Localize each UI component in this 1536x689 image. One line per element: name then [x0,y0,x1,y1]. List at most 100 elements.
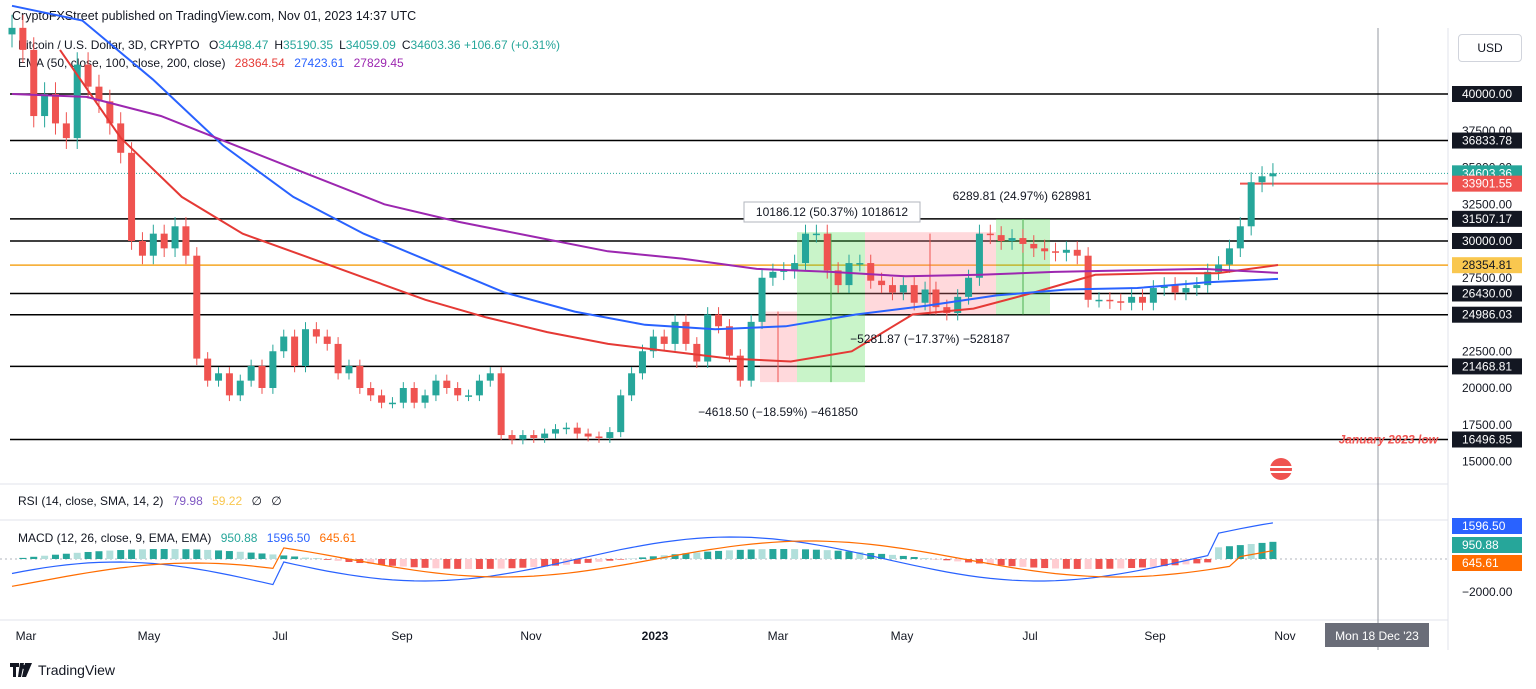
candle-body [84,64,92,87]
macd-hist-value: 950.88 [220,531,258,545]
macd-histogram-bar [160,549,168,559]
level-price-label: 16496.85 [1462,432,1512,446]
ohlc-values: O34498.47 H35190.35 L34059.09 C34603.36 [203,38,461,52]
macd-histogram-bar [247,552,255,559]
macd-histogram-bar [780,549,788,559]
macd-histogram-bar [530,559,538,568]
macd-histogram-bar [638,557,646,559]
candle-body [1128,296,1136,303]
tradingview-brand: TradingView [38,662,116,678]
y-axis-tick: 17500.00 [1462,418,1512,432]
candle-body [1193,285,1201,289]
macd-histogram-bar [725,550,733,559]
candle-body [932,289,940,308]
macd-histogram-bar [454,559,462,569]
candle-body [617,395,625,433]
macd-histogram-bar [671,554,679,559]
macd-histogram-bar [519,559,527,568]
currency-button[interactable]: USD [1458,34,1522,62]
candle-body [1095,299,1103,302]
macd-histogram-bar [62,553,70,559]
macd-histogram-bar [1236,545,1244,559]
candle-body [997,235,1005,241]
candle-body [628,373,636,396]
macd-histogram-bar [215,550,223,559]
candle-body [910,285,918,303]
candle-body [508,435,516,440]
macd-histogram-bar [1182,559,1190,565]
macd-histogram-bar [758,549,766,559]
macd-histogram-bar [443,559,451,569]
macd-histogram-bar [334,559,342,561]
macd-histogram-bar [541,559,549,567]
ema200-value: 27829.45 [353,56,404,70]
macd-signal-line [11,540,1274,587]
level-price-badge [1452,431,1522,448]
candle-body [834,270,842,286]
macd-histogram-bar [1138,559,1146,568]
macd-histogram-bar [1269,541,1277,559]
candle-body [747,321,755,381]
macd-line [11,522,1273,586]
macd-histogram-bar [1084,559,1092,569]
candle-body [356,365,364,388]
candle-body [584,433,592,437]
macd-histogram-bar [1041,559,1049,569]
candle-body [682,321,690,344]
macd-histogram-bar [106,550,114,559]
measure-up-2-label: 6289.81 (24.97%) 628981 [953,189,1092,203]
level-price-badge [1452,233,1522,249]
ohlc-c: C34603.36 [401,38,461,52]
highlight-price-label: 28354.81 [1462,258,1512,272]
candle-body [649,336,657,352]
candle-body [19,27,27,50]
level-price-label: 30000.00 [1462,234,1512,248]
tradingview-logo[interactable]: TradingView [10,662,115,678]
measure-down-1-label: −5281.87 (−17.37%) −528187 [850,332,1010,346]
candle-body [552,429,559,434]
candle-body [465,395,473,397]
macd-histogram-bar [1106,559,1114,569]
candle-body [258,365,266,388]
macd-histogram-bar [73,552,81,559]
candle-body [736,355,744,381]
x-axis-tick: 2023 [642,629,669,643]
candle-body [378,395,386,403]
macd-histogram-bar [486,559,494,569]
candle-body [367,388,375,396]
flag-stripe [1270,471,1292,473]
macd-line-value: 1596.50 [266,531,311,545]
macd-histogram-bar [552,559,559,566]
highlight-price-badge [1452,257,1522,274]
candle-body [30,49,38,117]
measure-up-1-label: 10186.12 (50.37%) 1018612 [756,205,908,219]
candle-body [823,233,831,271]
candle-body [128,152,136,241]
macd-histogram-bar [812,549,820,559]
level-price-label: 40000.00 [1462,87,1512,101]
candle-body [1204,271,1212,286]
candle-body [1236,226,1244,249]
price-change: +106.67 (+0.31%) [463,38,561,52]
y-axis-tick: 15000.00 [1462,455,1512,469]
candle-body [562,427,570,430]
macd-histogram-bar [149,549,157,559]
level-price-badge [1452,132,1522,149]
level-price-label: 26430.00 [1462,286,1512,300]
candle-body [399,388,407,403]
candle-body [1073,249,1081,256]
macd-label: MACD (12, 26, close, 9, EMA, EMA) [18,531,212,545]
candle-body [812,233,820,236]
macd-histogram-bar [1171,559,1179,566]
candle-body [693,343,701,362]
macd-histogram-bar [410,559,418,568]
macd-histogram-bar [943,559,951,561]
candle-body [986,233,994,236]
macd-histogram-bar [1008,559,1016,567]
candle-body [1225,248,1233,265]
macd-histogram-bar [954,559,962,562]
highlight-price-badge [1452,175,1522,192]
flag-stripe [1270,466,1292,468]
candle-body [138,241,146,256]
